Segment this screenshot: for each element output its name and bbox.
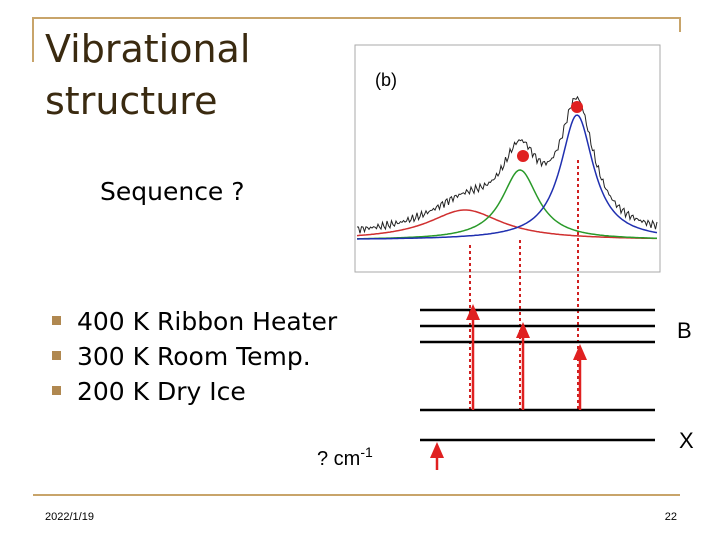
energy-levels: [420, 308, 655, 442]
spectrum-curve: [357, 114, 658, 240]
title-line: Vibrational: [45, 27, 250, 71]
marker: [571, 101, 583, 113]
state-label: B: [677, 318, 692, 343]
marker: [517, 150, 529, 162]
energy-label: ? cm-1: [317, 444, 373, 470]
spectrum-curve: [356, 209, 657, 240]
arrows: [430, 304, 587, 470]
bullet: 300 K Room Temp.: [77, 342, 311, 371]
spectrum-curve: [357, 169, 657, 240]
spectrum-figure: (b): [354, 44, 661, 273]
figure-label: (b): [375, 70, 397, 90]
bullet: 200 K Dry Ice: [77, 377, 246, 406]
subtitle: Sequence ?: [100, 177, 245, 206]
energy-text: ? cm: [317, 448, 360, 470]
energy-sup: -1: [360, 444, 373, 460]
date: 2022/1/19: [45, 511, 94, 523]
bullet: 400 K Ribbon Heater: [77, 307, 338, 336]
figure-frame: [354, 44, 661, 273]
page-number: 22: [665, 511, 677, 523]
frame: [32, 17, 681, 496]
bullet-marks: [52, 316, 61, 395]
title-line: structure: [45, 79, 217, 123]
state-label: X: [679, 428, 694, 453]
spectrum-curve: [356, 95, 658, 234]
